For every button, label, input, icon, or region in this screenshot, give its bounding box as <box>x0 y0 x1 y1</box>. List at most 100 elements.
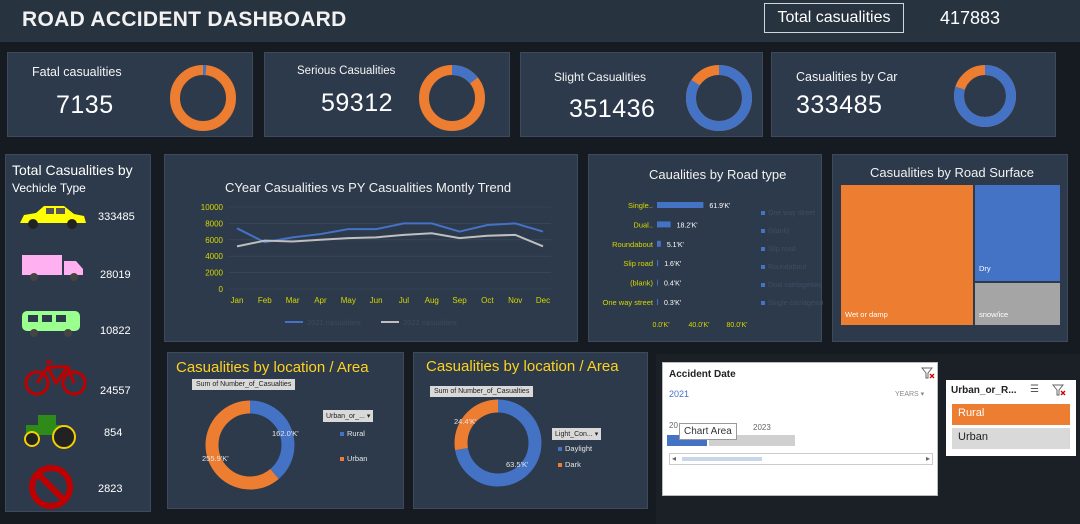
vehicle-value: 2823 <box>98 483 123 495</box>
bus-icon <box>22 311 80 337</box>
timeline-title: Accident Date <box>669 369 736 380</box>
legend-swatch <box>761 283 765 287</box>
kpi-card-fatal: Fatal casualities 7135 <box>7 52 253 137</box>
pivot-field-label: Sum of Number_of_Casualties <box>192 379 296 390</box>
light-donut-chart: 63.5'K' Daylight 24.4'K' Dark <box>454 399 593 487</box>
legend-swatch <box>558 447 562 451</box>
legend-label: Dual carriageway <box>768 282 823 289</box>
tractor-icon <box>24 415 76 449</box>
y-tick-label: 0 <box>219 285 224 294</box>
kpi-card-car: Casualities by Car 333485 <box>771 52 1056 137</box>
timeline-year-label: 20 <box>669 421 678 430</box>
filter-light-conditions-button[interactable]: Light_Con... ▾ <box>552 428 602 440</box>
filter-label: Urban_or_... <box>326 413 365 420</box>
kpi-card-slight: Slight Casualities 351436 <box>520 52 763 137</box>
scroll-thumb[interactable] <box>682 457 762 461</box>
multi-select-icon[interactable]: ☰ <box>1030 384 1039 395</box>
y-tick-label: 8000 <box>205 219 223 228</box>
timeline-slicer[interactable]: Accident Date 2021 YEARS ▾ 20 2023 Chart… <box>662 362 938 496</box>
kpi-label: Slight Casualities <box>554 70 647 84</box>
bar-value-label: 5.1'K' <box>667 242 684 249</box>
kpi-donut <box>954 65 1016 127</box>
timeline-unselected-bar[interactable] <box>709 435 795 446</box>
y-tick-label: 2000 <box>205 269 223 278</box>
bar-category-label: Dual.. <box>633 220 653 229</box>
x-tick-label: 80.0'K' <box>727 322 748 329</box>
pivot-field-label: Sum of Number_of_Casualties <box>430 386 534 397</box>
scroll-left-icon[interactable]: ◂ <box>672 454 677 463</box>
total-casualties-label: Total casualities <box>764 3 904 33</box>
x-tick-label: Dec <box>536 296 550 305</box>
x-tick-label: 40.0'K' <box>689 322 710 329</box>
timeline-selected-year: 2021 <box>669 389 690 399</box>
vehicle-type-panel: Total Casualities by Vechicle Type 33348… <box>5 154 151 512</box>
y-tick-label: 4000 <box>205 252 223 261</box>
donut-slice <box>205 400 295 490</box>
kpi-value: 59312 <box>321 89 394 117</box>
bar <box>657 299 658 305</box>
bar-category-label: (blank) <box>630 279 653 288</box>
bar-category-label: Roundabout <box>612 240 654 249</box>
filter-label: Light_Con... <box>555 431 593 438</box>
legend-swatch <box>761 301 765 305</box>
legend-label: Dark <box>565 460 581 469</box>
kpi-donut <box>170 65 236 131</box>
filter-urban-rural-button[interactable]: Urban_or_... ▾ <box>323 410 374 422</box>
legend-swatch <box>761 265 765 269</box>
legend-swatch <box>761 211 765 215</box>
kpi-value: 351436 <box>569 95 656 123</box>
kpi-label: Casualities by Car <box>796 70 898 84</box>
legend-label: (blank) <box>768 228 789 235</box>
kpi-label: Fatal casualities <box>32 65 122 79</box>
bar-value-label: 61.9'K' <box>709 203 730 210</box>
road-surface-title: Casualities by Road Surface <box>870 165 1035 180</box>
x-tick-label: Mar <box>286 296 300 305</box>
bar <box>657 202 704 208</box>
car-icon <box>20 206 86 229</box>
vehicle-row-bicycle: 24557 <box>24 357 154 397</box>
slicer-item-urban[interactable]: Urban <box>952 428 1070 449</box>
vehicle-panel-subtitle: Vechicle Type <box>12 181 86 195</box>
scroll-right-icon[interactable]: ▸ <box>925 454 930 463</box>
kpi-donut <box>686 65 752 131</box>
vehicle-value: 333485 <box>98 211 135 223</box>
vehicle-value: 854 <box>104 427 123 439</box>
legend-swatch <box>340 457 344 461</box>
kpi-value: 7135 <box>56 91 114 119</box>
location-area-panel-1: Casualities by location / Area Sum of Nu… <box>167 352 404 509</box>
slicer-item-rural[interactable]: Rural <box>952 404 1070 425</box>
kpi-donut-remainder <box>170 65 236 131</box>
x-tick-label: Apr <box>314 296 327 305</box>
timeline-scrollbar[interactable]: ◂ ▸ <box>669 453 933 465</box>
bicycle-icon <box>24 360 87 396</box>
vehicle-row-tractor: 854 <box>20 409 150 449</box>
vehicle-value: 24557 <box>100 385 131 397</box>
donut-value-label: 24.4'K' <box>454 417 477 426</box>
legend-label: Rural <box>347 429 365 438</box>
timeline-selected-bar[interactable] <box>667 435 707 446</box>
bar <box>657 240 661 247</box>
kpi-donut-share <box>954 65 1016 127</box>
bar-category-label: Single.. <box>628 201 653 210</box>
header-bar <box>0 0 1080 42</box>
legend-swatch <box>340 432 344 436</box>
x-tick-label: Aug <box>425 296 439 305</box>
bar <box>657 221 671 228</box>
vehicle-row-truck: 28019 <box>20 251 150 291</box>
timeline-period-dropdown[interactable]: YEARS ▾ <box>895 391 925 398</box>
kpi-value: 333485 <box>796 91 883 119</box>
bar-value-label: 18.2'K' <box>677 222 698 229</box>
y-tick-label: 6000 <box>205 236 223 245</box>
bar <box>657 279 658 286</box>
timeline-period: YEARS <box>895 391 919 398</box>
vehicle-panel-title: Total Casualities by <box>12 162 133 178</box>
donut-value-label: 63.5'K' <box>506 460 529 469</box>
clear-filter-icon[interactable] <box>921 367 935 379</box>
bar-value-label: 1.6'K' <box>664 261 681 268</box>
x-tick-label: 0.0'K' <box>652 322 669 329</box>
series-line-0 <box>236 222 544 244</box>
series-line-1 <box>236 232 544 248</box>
location-area-title: Casualities by location / Area <box>176 359 369 376</box>
monthly-trend-chart: 0 2000 4000 6000 8000 10000 Jan Feb Mar Apr May Jun… <box>201 203 551 327</box>
clear-filter-icon[interactable] <box>1052 384 1066 396</box>
